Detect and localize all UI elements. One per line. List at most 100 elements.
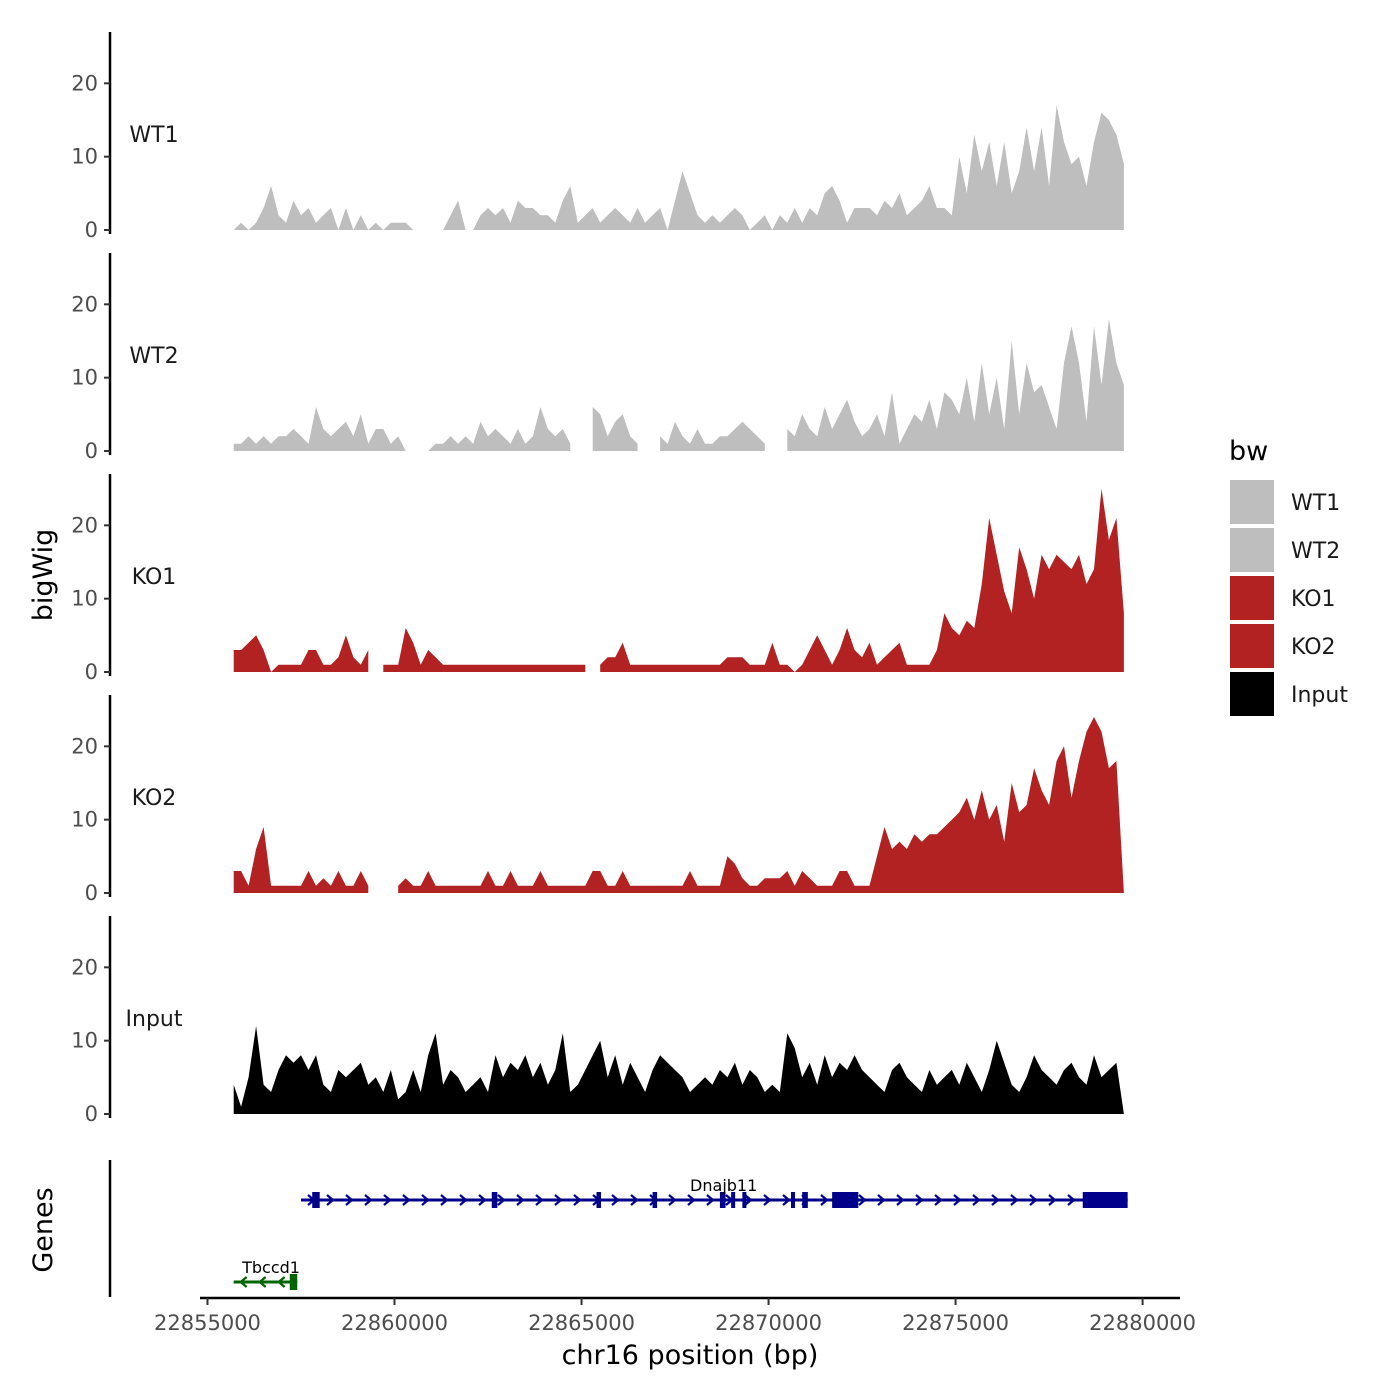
track-area-ko1 [600, 488, 1124, 672]
x-axis: 22855000 22860000 22865000 22870000 22875000… [154, 1296, 1196, 1335]
gene-label: Tbccd1 [241, 1258, 300, 1277]
track-panel-wt1: 0 10 20 WT1 [71, 32, 1124, 242]
strand-chevron [744, 1194, 753, 1206]
strand-chevron [1048, 1194, 1057, 1206]
strand-chevron [459, 1194, 468, 1206]
strand-chevron [535, 1194, 544, 1206]
track-panel-ko1: 0 10 20 KO1 [71, 474, 1124, 684]
y-tick-label: 10 [71, 808, 98, 832]
track-area-ko1 [383, 628, 586, 672]
y-tick-label: 0 [85, 881, 98, 905]
track-label: KO2 [132, 786, 177, 811]
legend-swatch-wt1 [1230, 480, 1274, 524]
track-area-wt2 [660, 421, 765, 451]
strand-chevron [763, 1194, 772, 1206]
track-area-wt2 [787, 319, 1124, 451]
gene-exon [1082, 1192, 1128, 1208]
y-axis-title: bigWig [28, 529, 59, 622]
strand-chevron [1010, 1194, 1019, 1206]
y-tick-label: 0 [85, 439, 98, 463]
y-tick-label: 0 [85, 1102, 98, 1126]
tracks-layer: 0 10 20 WT1 0 10 20 WT2 0 10 20 KO1 0 10 20 KO2 0 10 20 Inp… [71, 32, 1124, 1126]
strand-chevron [934, 1194, 943, 1206]
strand-chevron [630, 1194, 639, 1206]
x-tick-label: 22855000 [154, 1311, 261, 1335]
gene-exon [802, 1192, 808, 1208]
legend-label-input: Input [1291, 683, 1348, 708]
strand-chevron [516, 1194, 525, 1206]
y-tick-label: 10 [71, 366, 98, 390]
track-label: Input [126, 1007, 183, 1032]
gene-exon [719, 1192, 726, 1208]
track-label: KO1 [132, 565, 177, 590]
x-tick-label: 22880000 [1089, 1311, 1196, 1335]
strand-chevron [877, 1194, 886, 1206]
legend-label-ko1: KO1 [1291, 587, 1336, 612]
strand-chevron [611, 1194, 620, 1206]
strand-chevron [554, 1194, 563, 1206]
track-area-wt1 [233, 186, 429, 230]
y-tick-label: 10 [71, 587, 98, 611]
genes-panel: Dnajb11 Tbccd1 [108, 1160, 1128, 1297]
legend: bw WT1 WT2 KO1 KO2 Input [1229, 436, 1348, 716]
strand-chevron [497, 1194, 506, 1206]
y-tick-label: 20 [71, 955, 98, 979]
gene-exon [596, 1192, 601, 1208]
strand-chevron [326, 1194, 335, 1206]
strand-chevron [402, 1194, 411, 1206]
track-panel-input: 0 10 20 Input [71, 916, 1124, 1126]
x-axis-title: chr16 position (bp) [562, 1340, 819, 1371]
strand-chevron [421, 1194, 430, 1206]
gene-exon [312, 1192, 320, 1208]
gene-exon [790, 1192, 795, 1208]
y-tick-label: 10 [71, 145, 98, 169]
gene-exon [832, 1192, 859, 1208]
x-tick-label: 22870000 [715, 1311, 822, 1335]
x-tick-label: 22865000 [528, 1311, 635, 1335]
track-area-wt2 [233, 407, 406, 451]
strand-chevron [858, 1194, 867, 1206]
y-tick-label: 10 [71, 1029, 98, 1053]
track-area-ko2 [233, 827, 369, 893]
legend-label-wt1: WT1 [1291, 491, 1340, 516]
strand-chevron [1029, 1194, 1038, 1206]
legend-title: bw [1229, 436, 1268, 467]
strand-chevron [820, 1194, 829, 1206]
track-area-input [233, 1026, 1124, 1114]
strand-chevron [257, 1276, 267, 1288]
strand-chevron [782, 1194, 791, 1206]
strand-chevron [573, 1194, 582, 1206]
gene-exon [289, 1274, 298, 1290]
gene-label: Dnajb11 [690, 1176, 757, 1195]
strand-chevron [238, 1276, 248, 1288]
strand-chevron [345, 1194, 354, 1206]
strand-chevron [478, 1194, 487, 1206]
strand-chevron [896, 1194, 905, 1206]
track-label: WT2 [129, 344, 178, 369]
legend-swatch-ko2 [1230, 624, 1274, 668]
strand-chevron [953, 1194, 962, 1206]
strand-chevron [1067, 1194, 1076, 1206]
track-area-wt1 [443, 105, 1124, 230]
strand-chevron [364, 1194, 373, 1206]
strand-chevron [972, 1194, 981, 1206]
legend-label-wt2: WT2 [1291, 539, 1340, 564]
gene-exon [652, 1192, 658, 1208]
x-tick-label: 22875000 [902, 1311, 1009, 1335]
genes-axis-title: Genes [28, 1187, 59, 1272]
track-area-ko1 [233, 635, 369, 672]
gene-tbccd1: Tbccd1 [233, 1258, 300, 1290]
strand-chevron [915, 1194, 924, 1206]
y-tick-label: 0 [85, 660, 98, 684]
gene-exon [742, 1192, 747, 1208]
strand-chevron [440, 1194, 449, 1206]
strand-chevron [383, 1194, 392, 1206]
track-area-wt2 [592, 407, 638, 451]
legend-swatch-wt2 [1230, 528, 1274, 572]
strand-chevron [668, 1194, 677, 1206]
y-tick-label: 20 [71, 292, 98, 316]
track-panel-wt2: 0 10 20 WT2 [71, 253, 1124, 463]
strand-chevron [991, 1194, 1000, 1206]
y-tick-label: 0 [85, 218, 98, 242]
